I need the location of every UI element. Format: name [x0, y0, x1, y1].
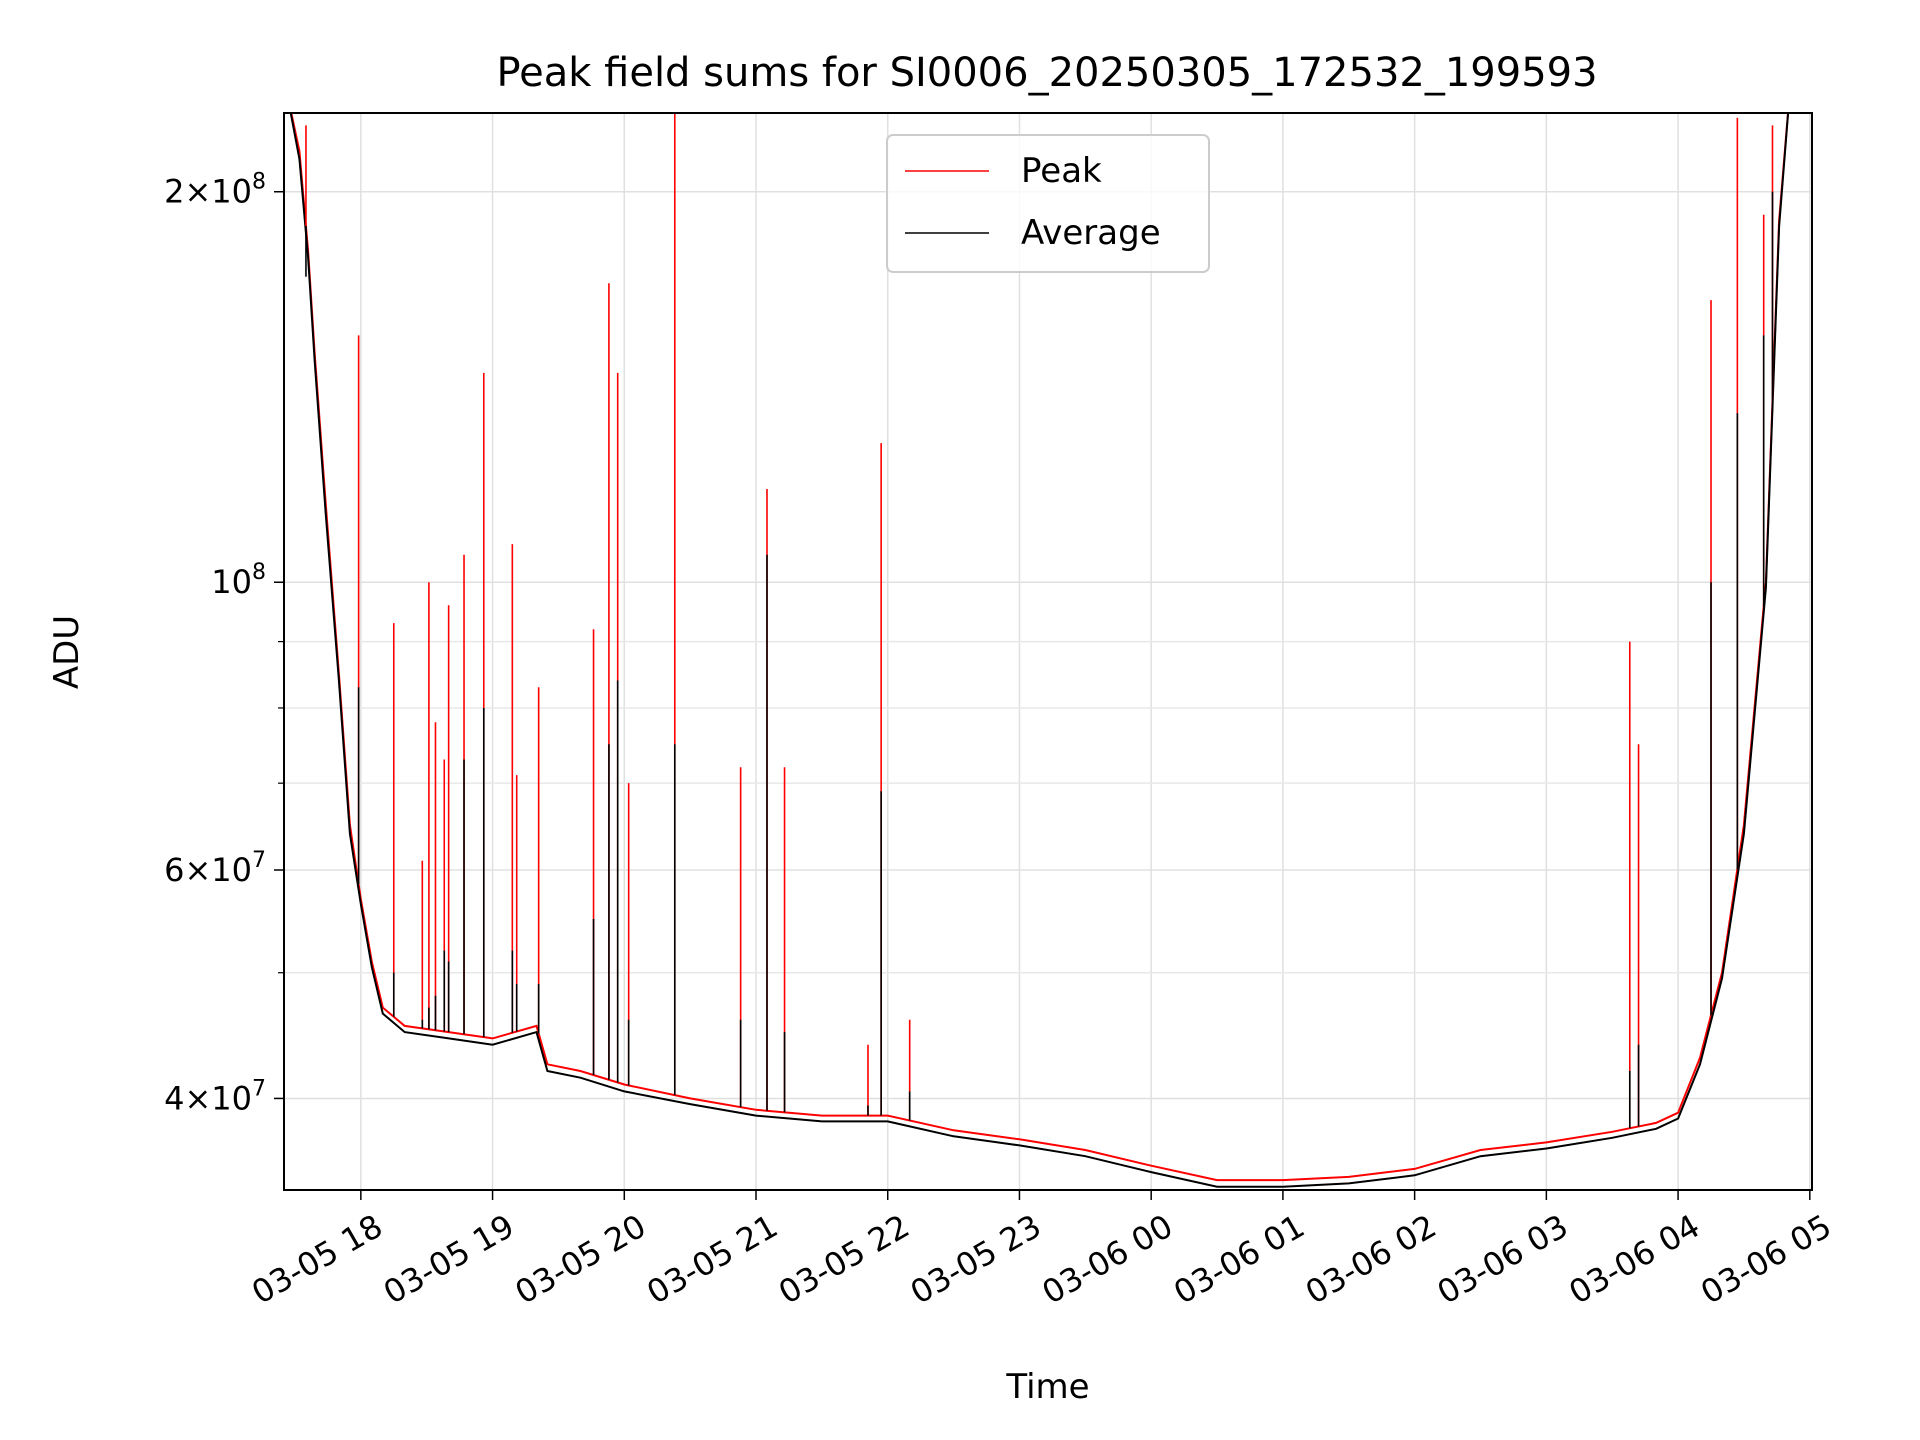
y-tick-label: 6×107 — [164, 848, 266, 889]
series-line-peak — [290, 113, 1790, 1182]
y-tick-label: 4×107 — [164, 1076, 266, 1117]
legend-label-peak: Peak — [1021, 151, 1102, 191]
plot-frame — [283, 112, 1813, 1191]
chart-title: Peak field sums for SI0006_20250305_1725… — [496, 50, 1597, 96]
legend-label-average: Average — [1021, 213, 1161, 253]
y-axis: 2×108 108 6×107 4×107 — [164, 170, 284, 1117]
grid — [284, 113, 1812, 1190]
legend: Peak Average — [886, 134, 1210, 273]
series-layer — [289, 113, 1790, 1188]
legend-box — [886, 134, 1210, 273]
y-axis-title: ADU — [47, 615, 87, 689]
y-tick-label: 2×108 — [164, 170, 266, 211]
series-line-average — [289, 113, 1790, 1188]
y-tick-label: 108 — [211, 560, 266, 601]
x-axis-title: Time — [1005, 1367, 1089, 1407]
